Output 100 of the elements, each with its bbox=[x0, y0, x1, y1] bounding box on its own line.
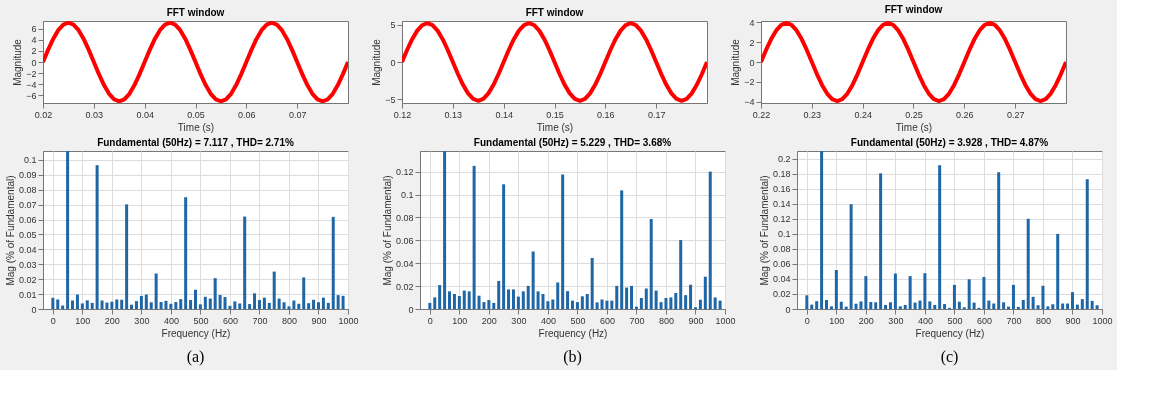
y-tick-label: 0.1 bbox=[777, 229, 791, 240]
bar bbox=[120, 299, 124, 309]
x-tick-label: 700 bbox=[252, 315, 268, 326]
bar bbox=[698, 299, 702, 309]
y-tick-label: −2 bbox=[744, 77, 755, 88]
bar bbox=[174, 301, 178, 309]
bar bbox=[933, 304, 937, 309]
bar bbox=[888, 302, 892, 309]
bar bbox=[805, 295, 809, 309]
bar bbox=[100, 300, 104, 309]
bar bbox=[834, 270, 838, 309]
bar bbox=[1066, 303, 1070, 309]
bar bbox=[903, 304, 907, 309]
chart-title: Fundamental (50Hz) = 3.928 , THD= 4.87% bbox=[850, 137, 1049, 148]
bar bbox=[1080, 299, 1084, 309]
bar bbox=[566, 291, 570, 309]
bar bbox=[913, 302, 917, 309]
bar bbox=[130, 304, 134, 309]
x-tick-label: 600 bbox=[599, 315, 615, 326]
x-tick-label: 700 bbox=[629, 315, 645, 326]
y-tick-label: 0 bbox=[390, 57, 396, 68]
bar bbox=[433, 297, 437, 309]
x-tick-label: 400 bbox=[163, 315, 179, 326]
y-tick-label: 0.2 bbox=[777, 154, 791, 165]
x-tick-label: 0 bbox=[804, 315, 810, 326]
y-tick-label: 0.07 bbox=[18, 200, 37, 211]
y-tick-label: −4 bbox=[744, 97, 755, 108]
x-tick-label: 100 bbox=[452, 315, 468, 326]
bar bbox=[869, 302, 873, 309]
bar bbox=[159, 301, 163, 309]
bar bbox=[928, 301, 932, 309]
bar bbox=[839, 301, 843, 309]
bar bbox=[585, 294, 589, 309]
chart-title: FFT window bbox=[525, 6, 584, 18]
bar bbox=[472, 165, 476, 309]
chart-title: Fundamental (50Hz) = 5.229 , THD= 3.68% bbox=[473, 137, 672, 148]
y-tick-label: 0.08 bbox=[18, 185, 37, 196]
y-tick-label: −6 bbox=[26, 90, 37, 101]
y-tick-label: 0 bbox=[408, 304, 414, 315]
bar bbox=[331, 216, 335, 309]
bar bbox=[659, 302, 663, 309]
bar bbox=[428, 302, 432, 309]
bar bbox=[56, 299, 60, 309]
bar bbox=[511, 289, 515, 309]
x-tick-label: 0.22 bbox=[752, 109, 771, 120]
bar bbox=[1085, 179, 1089, 309]
bar bbox=[194, 289, 197, 309]
bar bbox=[713, 297, 717, 309]
bar bbox=[708, 171, 712, 309]
x-axis-title: Time (s) bbox=[895, 121, 933, 133]
bar bbox=[943, 304, 947, 309]
x-tick-label: 300 bbox=[134, 315, 150, 326]
bar bbox=[546, 301, 550, 309]
y-tick-label: 0 bbox=[31, 57, 37, 68]
bar bbox=[997, 172, 1001, 309]
x-tick-label: 900 bbox=[1065, 315, 1081, 326]
bar bbox=[307, 303, 311, 309]
bar bbox=[859, 301, 863, 309]
bar bbox=[820, 151, 824, 309]
bar bbox=[438, 285, 442, 309]
bar bbox=[884, 304, 888, 309]
bar bbox=[879, 173, 883, 309]
bar bbox=[502, 184, 506, 309]
bar bbox=[908, 276, 912, 309]
bar bbox=[1011, 284, 1015, 309]
y-tick-label: 0.06 bbox=[18, 215, 37, 226]
x-tick-label: 1000 bbox=[715, 315, 736, 326]
y-axis-title: Magnitude bbox=[730, 38, 742, 86]
bar bbox=[85, 300, 89, 309]
bar bbox=[1056, 233, 1060, 309]
x-tick-label: 800 bbox=[281, 315, 297, 326]
bar bbox=[810, 304, 814, 309]
bar bbox=[452, 294, 456, 309]
bar bbox=[992, 303, 996, 309]
bar bbox=[874, 302, 878, 309]
bar bbox=[262, 297, 266, 309]
text: (b) bbox=[563, 348, 582, 366]
bar bbox=[149, 302, 153, 309]
bar bbox=[630, 285, 634, 309]
bar bbox=[1021, 299, 1025, 309]
bar bbox=[154, 273, 158, 309]
x-tick-label: 500 bbox=[947, 315, 963, 326]
y-tick-label: 0.06 bbox=[395, 235, 414, 246]
bar bbox=[1026, 218, 1030, 309]
bar bbox=[198, 304, 202, 309]
bar bbox=[957, 301, 961, 309]
x-axis-title: Frequency (Hz) bbox=[538, 327, 608, 339]
bar bbox=[189, 300, 193, 309]
bar bbox=[689, 284, 693, 309]
bar bbox=[898, 306, 902, 309]
x-axis-title: Time (s) bbox=[536, 121, 574, 133]
bar bbox=[575, 302, 579, 309]
x-tick-label: 200 bbox=[858, 315, 874, 326]
y-tick-label: 0.02 bbox=[772, 289, 791, 300]
y-tick-label: 5 bbox=[390, 20, 396, 31]
bar bbox=[61, 305, 65, 309]
x-tick-label: 0.25 bbox=[905, 109, 923, 120]
x-tick-label: 0.27 bbox=[1006, 109, 1025, 120]
bar bbox=[238, 303, 242, 309]
bar bbox=[297, 303, 301, 309]
